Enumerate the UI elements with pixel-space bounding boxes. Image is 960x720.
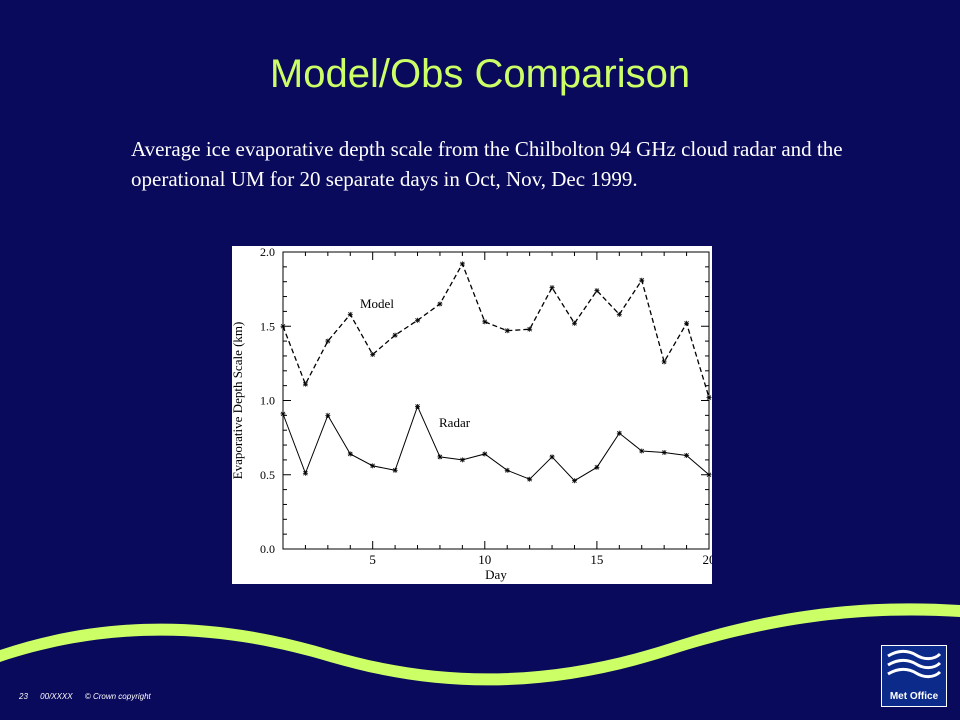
data-point-model xyxy=(280,323,286,329)
data-point-model xyxy=(661,359,667,365)
data-point-model xyxy=(616,311,622,317)
x-axis-label: Day xyxy=(485,567,507,582)
y-tick-label: 1.5 xyxy=(260,319,275,333)
data-point-radar xyxy=(370,463,376,469)
data-point-model xyxy=(482,319,488,325)
met-office-wave-logo-icon xyxy=(887,649,942,679)
plot-area-frame xyxy=(282,251,710,550)
data-point-radar xyxy=(639,448,645,454)
x-tick-label: 20 xyxy=(703,552,713,567)
data-point-radar xyxy=(347,451,353,457)
chart-panel: 5 10 15 20 0.0 0.5 1.0 1.5 2.0 Day Evaporative Dep… xyxy=(232,246,712,584)
data-point-model xyxy=(392,332,398,338)
data-point-radar xyxy=(392,467,398,473)
data-point-radar xyxy=(459,457,465,463)
data-point-model xyxy=(527,326,533,332)
y-tick-label: 0.0 xyxy=(260,542,275,556)
data-point-model xyxy=(504,328,510,334)
y-tick-label: 1.0 xyxy=(260,394,275,408)
y-tick-label: 2.0 xyxy=(260,246,275,259)
y-tick-label: 0.5 xyxy=(260,468,275,482)
x-tick-label: 5 xyxy=(369,552,376,567)
x-tick-label: 15 xyxy=(590,552,603,567)
data-point-radar xyxy=(504,467,510,473)
x-tick-label: 10 xyxy=(478,552,491,567)
data-point-model xyxy=(706,395,712,401)
decorative-wave xyxy=(0,603,960,686)
data-point-radar xyxy=(302,470,308,476)
slide-title: Model/Obs Comparison xyxy=(269,52,691,96)
data-point-model xyxy=(684,320,690,326)
data-point-model xyxy=(302,381,308,387)
data-point-radar xyxy=(684,452,690,458)
data-point-radar xyxy=(325,412,331,418)
met-office-logo: Met Office xyxy=(881,645,947,707)
reference-code: 00/XXXX xyxy=(40,692,73,701)
data-point-radar xyxy=(415,403,421,409)
data-point-radar xyxy=(616,430,622,436)
logo-text: Met Office xyxy=(889,691,939,702)
data-point-radar xyxy=(482,451,488,457)
page-number: 23 xyxy=(19,692,28,701)
data-point-model xyxy=(415,317,421,323)
data-point-radar xyxy=(280,411,286,417)
data-point-model xyxy=(347,311,353,317)
data-point-model xyxy=(325,338,331,344)
footer: 23 00/XXXX © Crown copyright xyxy=(19,692,161,701)
data-point-radar xyxy=(549,454,555,460)
series-line-radar xyxy=(282,405,710,482)
data-point-model xyxy=(639,277,645,283)
copyright-text: © Crown copyright xyxy=(84,692,151,701)
data-point-radar xyxy=(527,476,533,482)
data-point-model xyxy=(459,261,465,267)
data-point-radar xyxy=(437,454,443,460)
series-line-model xyxy=(282,262,710,398)
data-point-radar xyxy=(594,464,600,470)
series-label-model: Model xyxy=(360,296,394,311)
data-point-model xyxy=(370,351,376,357)
data-point-model xyxy=(594,288,600,294)
y-axis-label: Evaporative Depth Scale (km) xyxy=(232,322,245,480)
series-label-radar: Radar xyxy=(439,415,471,430)
slide-caption: Average ice evaporative depth scale from… xyxy=(131,137,843,191)
data-point-radar xyxy=(661,449,667,455)
evaporative-depth-chart: 5 10 15 20 0.0 0.5 1.0 1.5 2.0 Day Evaporative Dep… xyxy=(232,246,713,582)
data-point-model xyxy=(549,285,555,291)
data-point-radar xyxy=(571,478,577,484)
data-point-radar xyxy=(706,472,712,478)
data-point-model xyxy=(571,320,577,326)
wave-shape xyxy=(0,603,960,686)
data-point-model xyxy=(437,301,443,307)
